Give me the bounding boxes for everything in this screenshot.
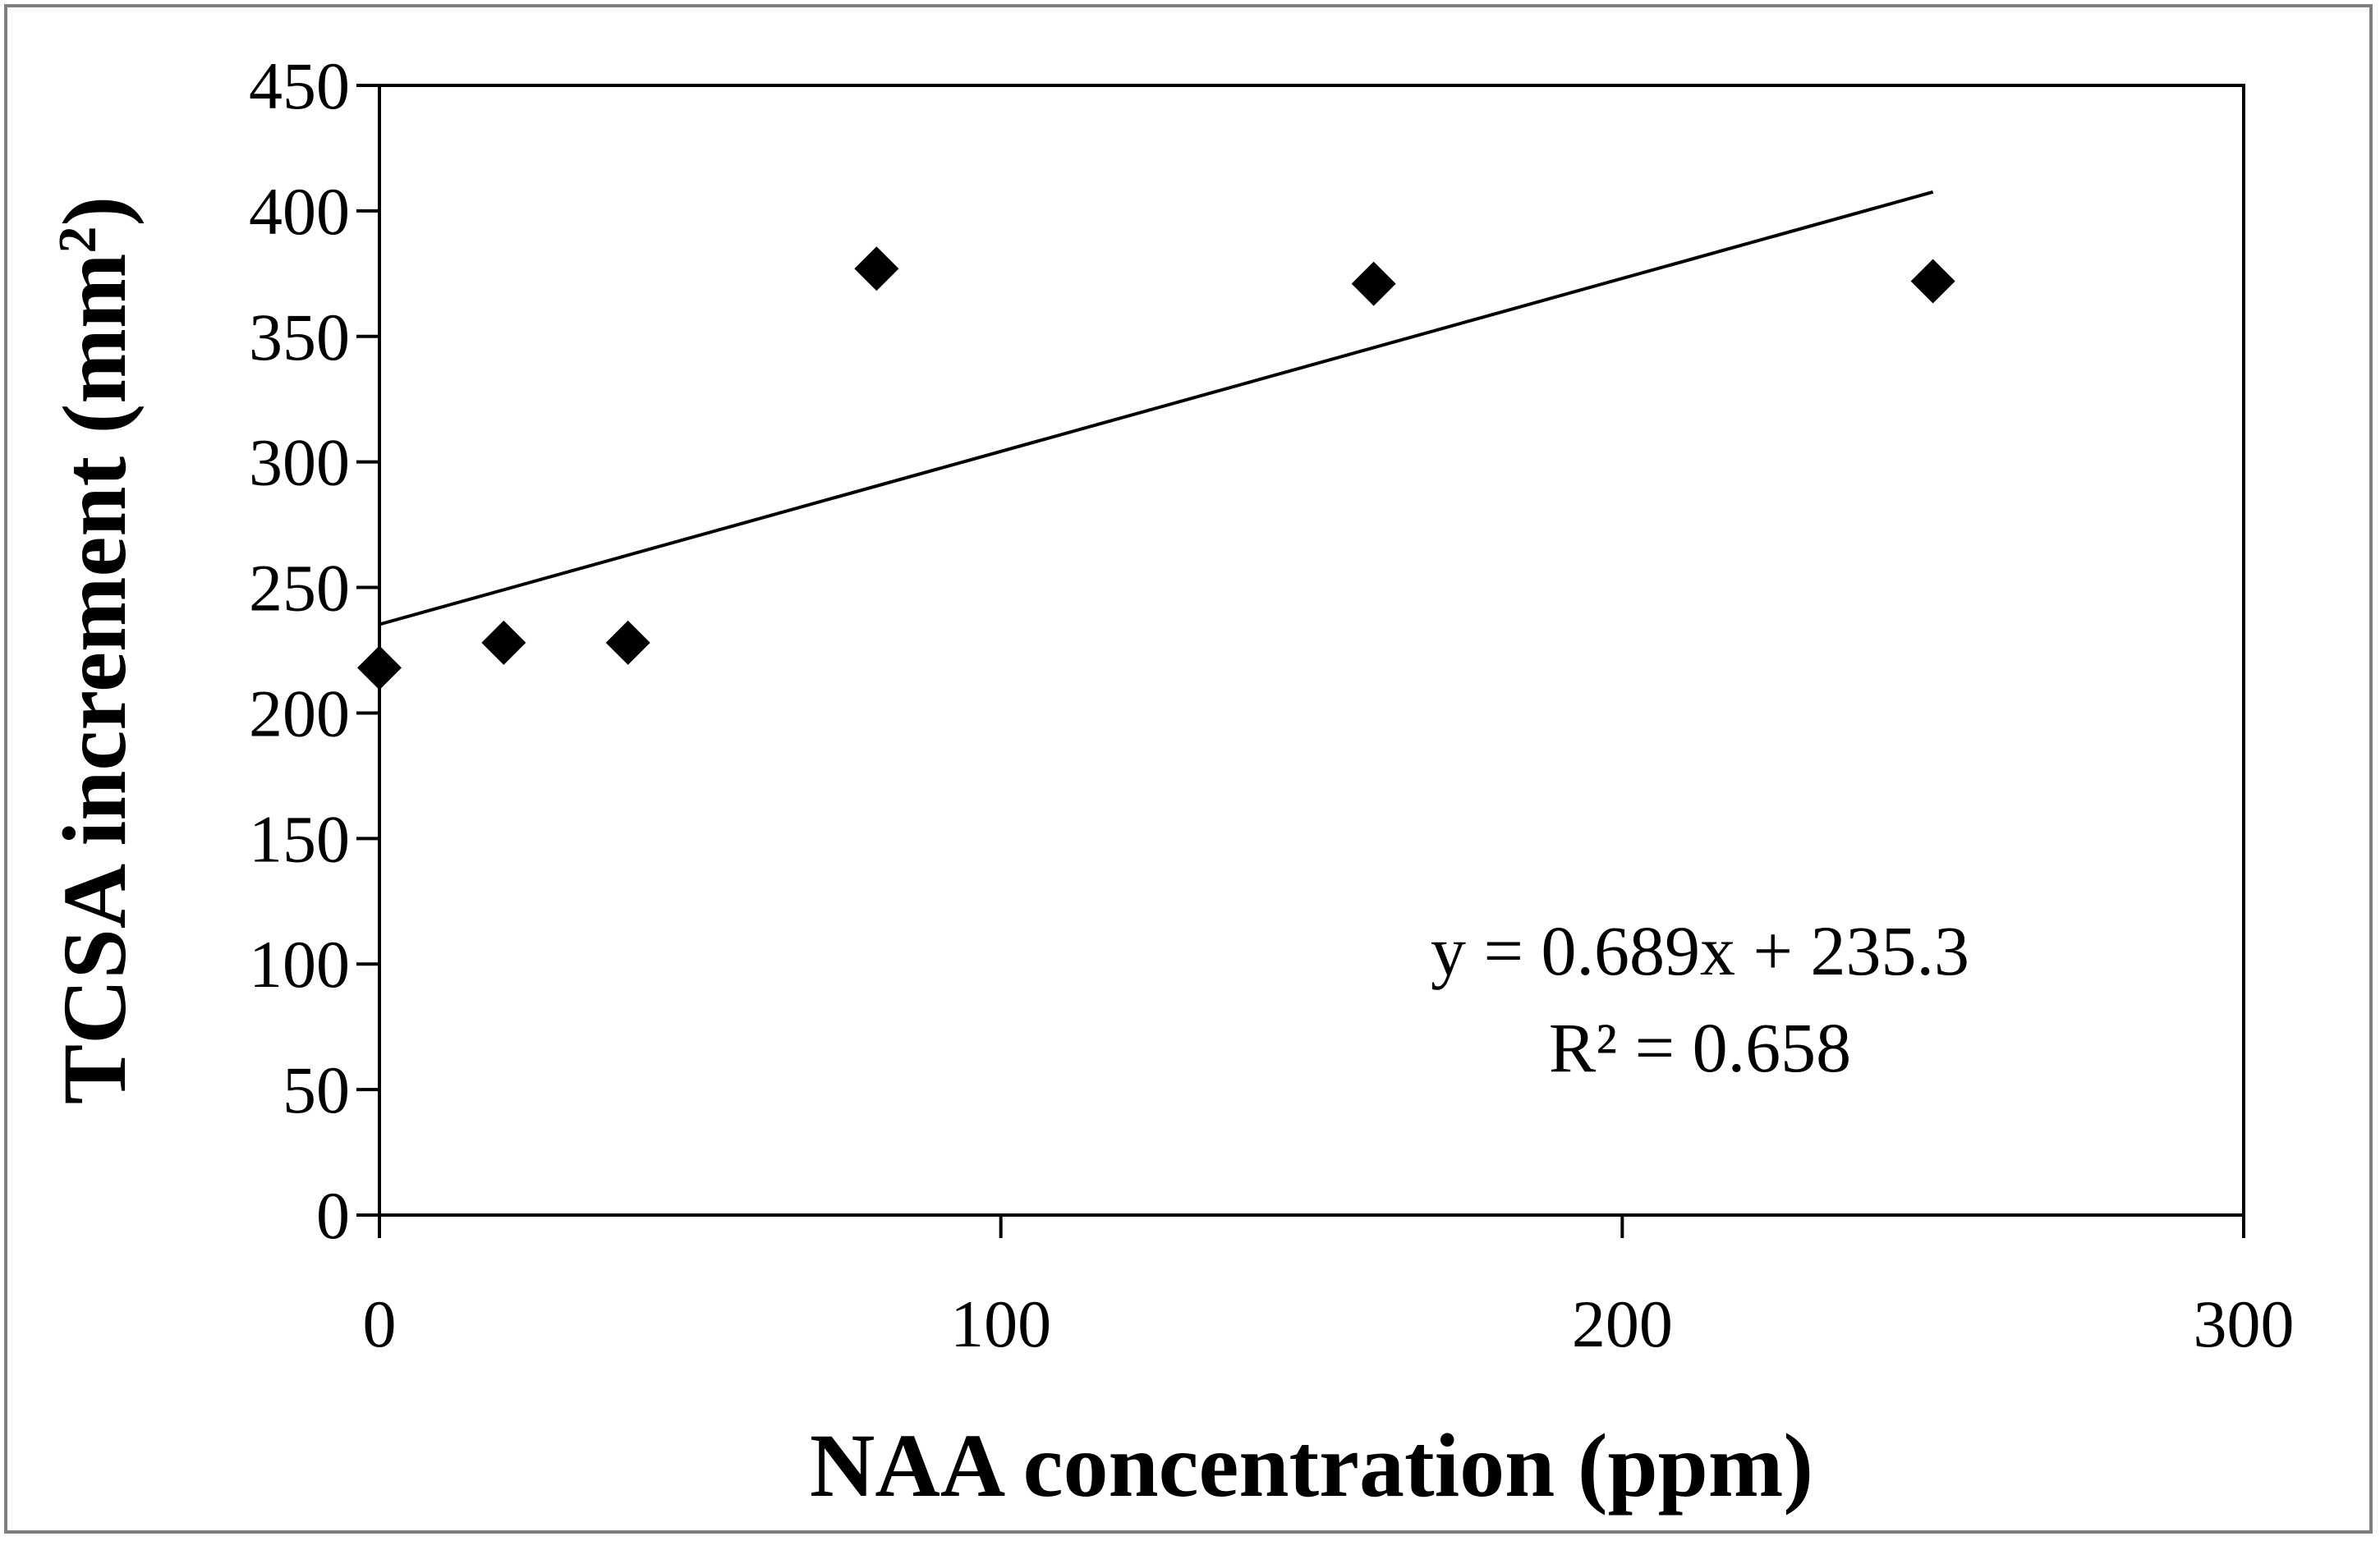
x-axis-ticks: 0 100 200 300 — [363, 1215, 2295, 1361]
plot-area — [378, 84, 2245, 1217]
y-axis-title-superscript: 2 — [48, 226, 108, 253]
data-point — [1910, 259, 1955, 304]
y-tick-label: 50 — [283, 1053, 350, 1127]
y-axis-title-main: TCSA increment (mm — [44, 253, 145, 1104]
y-tick-label: 250 — [249, 551, 350, 626]
y-axis-title: TCSA increment (mm2) — [44, 196, 145, 1104]
y-axis-ticks: 0 50 100 150 200 250 300 350 400 450 — [249, 48, 379, 1253]
y-tick-label: 450 — [249, 48, 350, 123]
data-point — [1351, 261, 1396, 306]
y-tick-label: 400 — [249, 174, 350, 249]
x-tick-label: 0 — [363, 1286, 397, 1361]
y-tick-label: 300 — [249, 425, 350, 500]
data-point — [481, 620, 526, 665]
trendline-equation: y = 0.689x + 235.3 — [1431, 911, 1969, 990]
trendline — [379, 190, 1934, 626]
x-tick-label: 300 — [2194, 1286, 2295, 1361]
chart-frame — [4, 4, 2373, 1534]
trendline-group — [379, 190, 1934, 626]
x-tick-label: 100 — [950, 1286, 1051, 1361]
y-tick-label: 350 — [249, 300, 350, 374]
data-point — [854, 246, 899, 291]
r-squared-label: R² = 0.658 — [1549, 1008, 1851, 1087]
y-axis-title-close: ) — [44, 196, 145, 227]
data-point — [605, 620, 650, 665]
y-tick-label: 200 — [249, 676, 350, 750]
x-axis-title: NAA concentration (ppm) — [810, 1415, 1813, 1516]
y-tick-label: 0 — [316, 1178, 350, 1253]
data-point — [357, 645, 402, 690]
data-points — [357, 246, 1955, 690]
y-tick-label: 150 — [249, 801, 350, 876]
x-tick-label: 200 — [1572, 1286, 1673, 1361]
y-tick-label: 100 — [249, 927, 350, 1002]
